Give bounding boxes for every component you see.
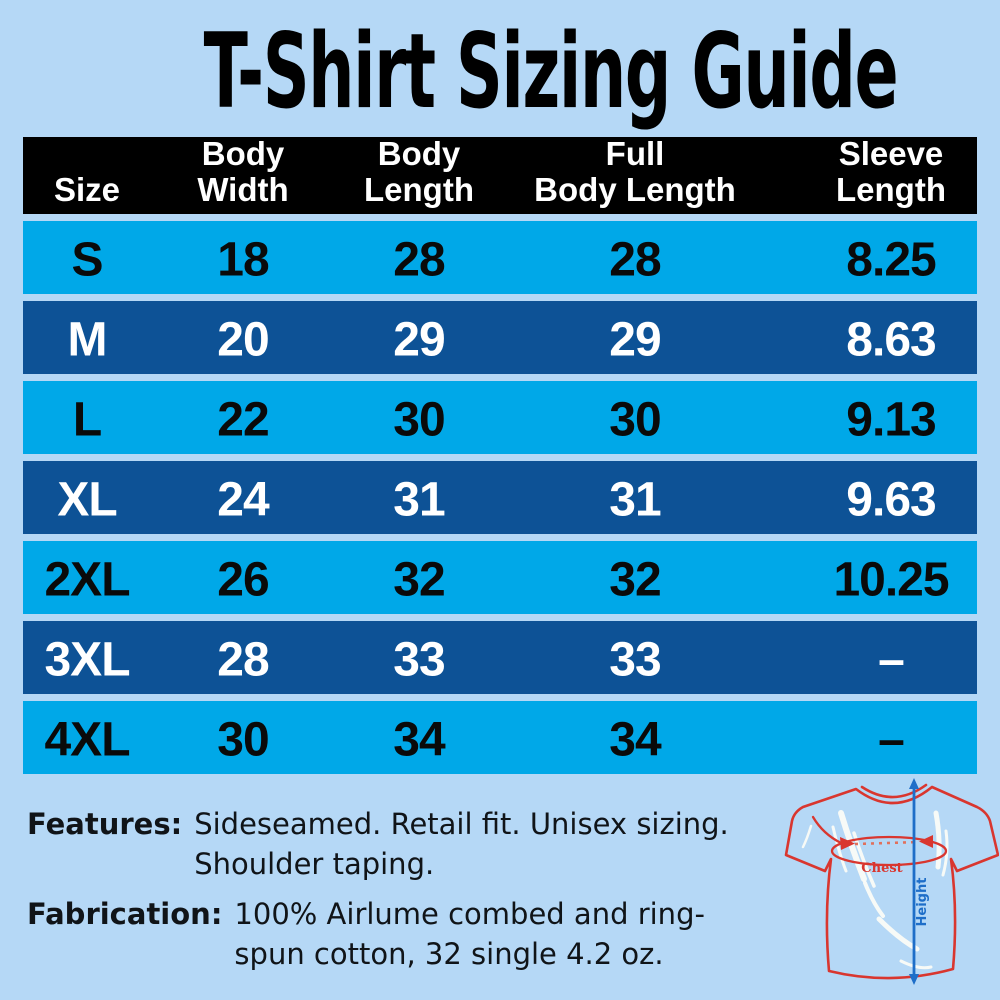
cell-size: M xyxy=(67,313,108,367)
table-row-l: L 22 30 30 9.13 xyxy=(23,381,977,454)
cell-full-body-length: 28 xyxy=(609,233,661,287)
cell-body-width: 30 xyxy=(217,713,269,767)
height-measure-icon: Height xyxy=(909,778,930,985)
table-row-xl: XL 24 31 31 9.63 xyxy=(23,461,977,534)
table-row-2xl: 2XL 26 32 32 10.25 xyxy=(23,541,977,614)
cell-body-length: 33 xyxy=(393,633,445,687)
fabrication-note: Fabrication: 100% Airlume combed and rin… xyxy=(27,894,705,974)
cell-sleeve-length: 9.63 xyxy=(846,473,936,527)
features-note: Features: Sideseamed. Retail fit. Unisex… xyxy=(27,804,729,884)
fabrication-line2: spun cotton, 32 single 4.2 oz. xyxy=(234,937,664,971)
chest-measure-icon: Chest xyxy=(811,815,948,876)
column-header-body-length: Body Length xyxy=(364,135,474,208)
cell-full-body-length: 33 xyxy=(609,633,661,687)
table-row-4xl: 4XL 30 34 34 – xyxy=(23,701,977,774)
features-line1: Sideseamed. Retail fit. Unisex sizing. xyxy=(194,807,729,841)
chest-arrow-right-icon xyxy=(919,835,933,848)
cell-body-length: 28 xyxy=(393,233,445,287)
table-row-m: M 20 29 29 8.63 xyxy=(23,301,977,374)
cell-full-body-length: 34 xyxy=(609,713,661,767)
table-row-3xl: 3XL 28 33 33 – xyxy=(23,621,977,694)
cell-size: L xyxy=(72,393,102,447)
features-line2: Shoulder taping. xyxy=(194,847,435,881)
column-header-full-body-length: Full Body Length xyxy=(534,135,736,208)
cell-size: 4XL xyxy=(44,713,130,767)
page-title: T-Shirt Sizing Guide xyxy=(0,12,1000,132)
column-header-size: Size xyxy=(53,171,121,208)
fabrication-label: Fabrication: xyxy=(27,897,223,931)
cell-sleeve-length: 10.25 xyxy=(833,553,949,607)
features-label: Features: xyxy=(27,807,183,841)
page-title-text: T-Shirt Sizing Guide xyxy=(203,12,899,132)
chest-dotted-line xyxy=(854,840,920,846)
cell-full-body-length: 30 xyxy=(609,393,661,447)
column-header-body-width: Body Width xyxy=(197,135,289,208)
fabrication-line1: 100% Airlume combed and ring- xyxy=(234,897,705,931)
table-header-row: Size Body Width Body Length Full Body Lengt… xyxy=(23,135,977,214)
cell-body-length: 29 xyxy=(393,313,445,367)
cell-body-width: 24 xyxy=(217,473,269,527)
cell-body-width: 20 xyxy=(217,313,269,367)
cell-sleeve-length: 9.13 xyxy=(846,393,936,447)
fabric-highlight-streaks xyxy=(801,810,949,970)
cell-body-length: 30 xyxy=(393,393,445,447)
cell-body-width: 22 xyxy=(217,393,269,447)
cell-body-width: 26 xyxy=(217,553,269,607)
cell-sleeve-length: 8.25 xyxy=(846,233,936,287)
height-label: Height xyxy=(915,878,930,927)
cell-size: S xyxy=(71,233,103,287)
cell-body-length: 31 xyxy=(393,473,445,527)
cell-full-body-length: 32 xyxy=(609,553,661,607)
cell-body-length: 32 xyxy=(393,553,445,607)
cell-body-width: 28 xyxy=(217,633,269,687)
tshirt-measurement-diagram: Chest Height xyxy=(784,778,999,985)
cell-sleeve-length: – xyxy=(878,713,905,767)
chest-arrow-left-icon xyxy=(840,837,855,850)
cell-size: 2XL xyxy=(44,553,130,607)
cell-size: 3XL xyxy=(44,633,130,687)
cell-full-body-length: 31 xyxy=(609,473,661,527)
cell-sleeve-length: – xyxy=(878,633,905,687)
chest-label: Chest xyxy=(861,861,902,876)
column-header-sleeve-length: Sleeve Length xyxy=(836,135,946,208)
tshirt-outline-icon xyxy=(784,783,999,980)
table-row-s: S 18 28 28 8.25 xyxy=(23,221,977,294)
height-arrow-top-icon xyxy=(909,778,919,789)
cell-sleeve-length: 8.63 xyxy=(846,313,936,367)
cell-size: XL xyxy=(57,473,117,527)
sizing-table: Size Body Width Body Length Full Body Lengt… xyxy=(23,135,977,774)
height-arrow-bottom-icon xyxy=(909,974,919,985)
cell-body-length: 34 xyxy=(393,713,445,767)
cell-full-body-length: 29 xyxy=(609,313,661,367)
cell-body-width: 18 xyxy=(217,233,269,287)
